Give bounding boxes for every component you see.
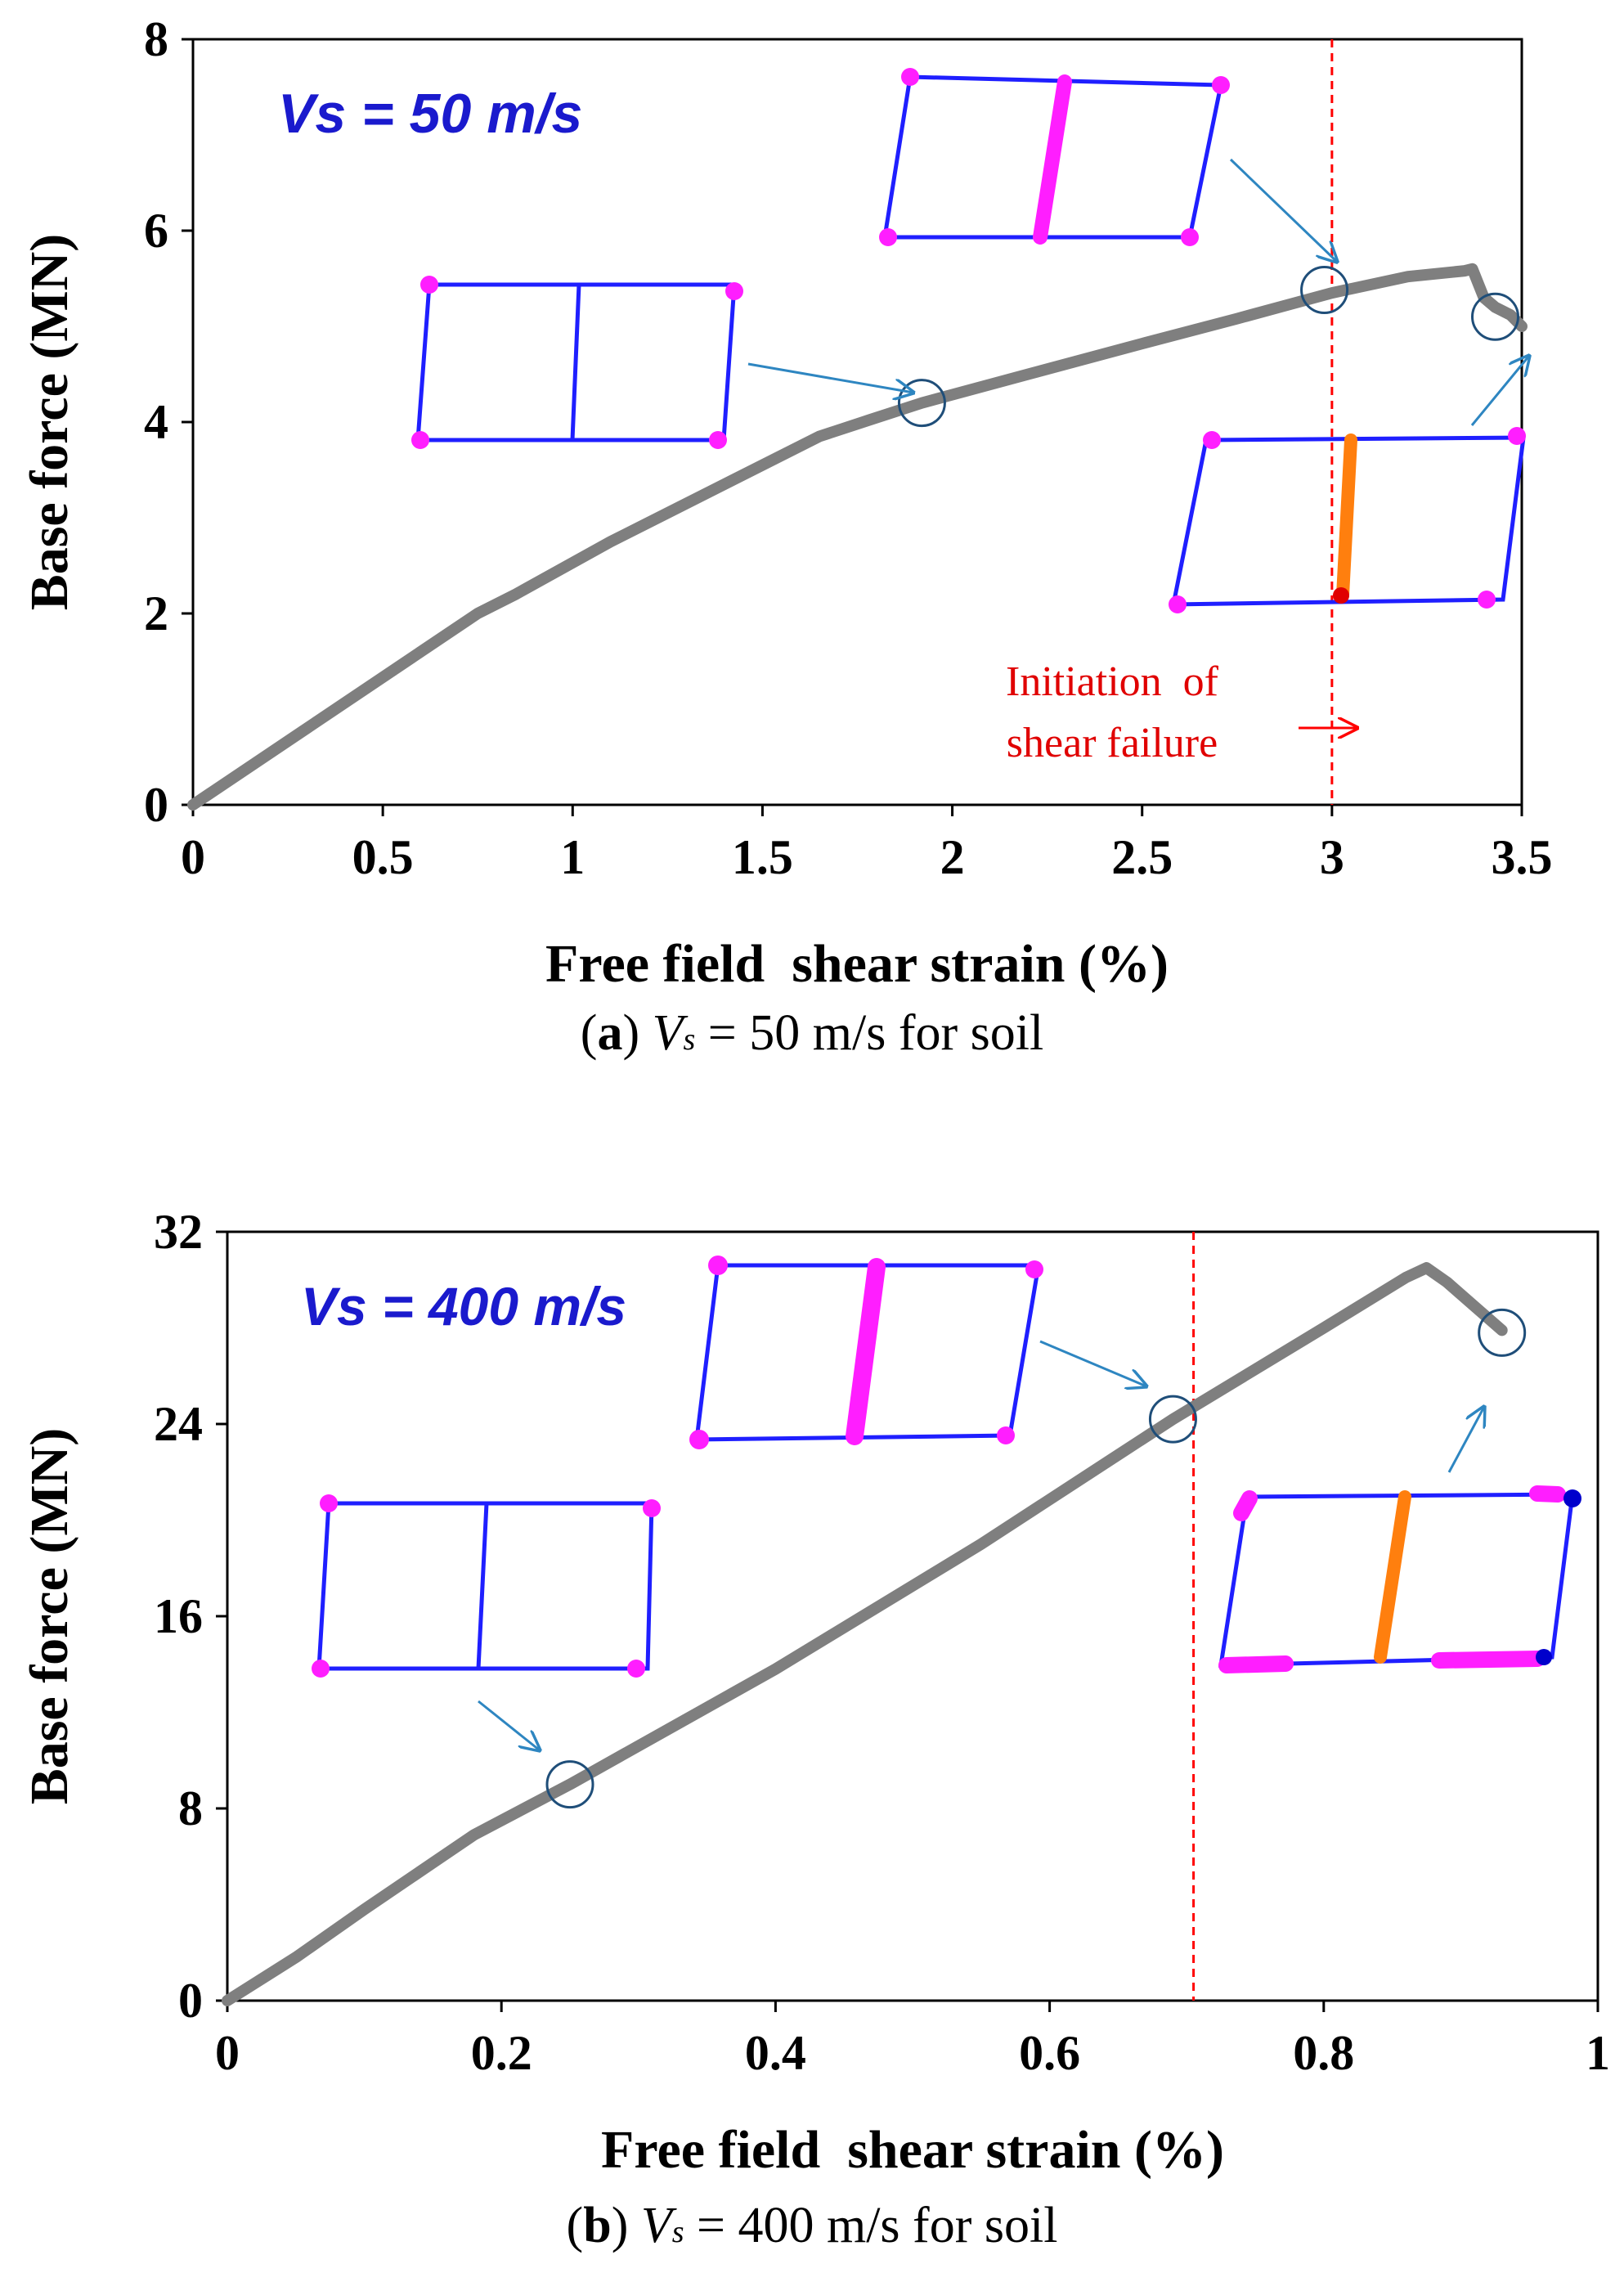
arrow-failure-b bbox=[1039, 1340, 1146, 1386]
caption-a-sub: s bbox=[683, 1022, 696, 1057]
frame-inset-failure-a bbox=[879, 68, 1230, 246]
x-tick-label: 0.4 bbox=[745, 2026, 806, 2080]
plot-area-b bbox=[226, 1230, 1599, 2002]
x-tick-label: 0 bbox=[181, 830, 205, 884]
y-tick-label: 8 bbox=[178, 1781, 203, 1835]
x-tick-label: 1 bbox=[560, 830, 585, 884]
y-tick-label: 24 bbox=[154, 1397, 203, 1451]
x-tick-label: 1 bbox=[1586, 2026, 1610, 2080]
caption-a-text: = 50 m/s for soil bbox=[695, 1005, 1044, 1061]
y-tick-label: 32 bbox=[154, 1205, 203, 1259]
y-ticks-b: 0 8 16 24 32 bbox=[154, 1205, 227, 2028]
frame-inset-failure-b bbox=[689, 1256, 1043, 1449]
caption-b-text: = 400 m/s for soil bbox=[684, 2198, 1058, 2253]
x-tick-label: 0.6 bbox=[1019, 2026, 1080, 2080]
arrow-postpeak-b bbox=[1447, 1407, 1484, 1473]
y-tick-label: 0 bbox=[178, 1974, 203, 2028]
marker-post-peak bbox=[1478, 1308, 1527, 1357]
arrow-postpeak-a bbox=[1470, 356, 1529, 426]
caption-a-label: a bbox=[597, 1005, 623, 1061]
y-tick-label: 2 bbox=[144, 586, 168, 640]
x-tick-label: 0.8 bbox=[1293, 2026, 1354, 2080]
vs-label-b: Vs = 400 m/s bbox=[301, 1276, 626, 1336]
frame-inset-postpeak-a bbox=[1169, 427, 1526, 613]
failure-text-line2: shear failure bbox=[1007, 720, 1218, 766]
caption-b-var: V bbox=[640, 2198, 672, 2253]
x-tick-label: 3 bbox=[1320, 830, 1344, 884]
x-tick-label: 1.5 bbox=[732, 830, 793, 884]
caption-b-label: b bbox=[583, 2198, 612, 2253]
x-tick-label: 0.5 bbox=[352, 830, 414, 884]
y-tick-label: 16 bbox=[154, 1589, 203, 1643]
x-axis-label-b: Free field shear strain (%) bbox=[601, 2120, 1224, 2180]
x-ticks-a: 0 0.5 1 1.5 2 2.5 3 3.5 bbox=[181, 805, 1553, 884]
panel-a: 0 2 4 6 8 0 0.5 1 1.5 2 2.5 3 3.5 Base force (MN) F… bbox=[20, 12, 1553, 994]
marker-shear-failure-initiation bbox=[1300, 266, 1349, 315]
x-tick-label: 3.5 bbox=[1492, 830, 1553, 884]
y-axis-label-b: Base force (MN) bbox=[20, 1428, 79, 1805]
y-ticks-a: 0 2 4 6 8 bbox=[144, 12, 193, 832]
marker-shear-failure-initiation bbox=[1148, 1395, 1197, 1444]
x-tick-label: 0.2 bbox=[471, 2026, 532, 2080]
arrow-elastic-a bbox=[747, 362, 913, 393]
vs-label-a: Vs = 50 m/s bbox=[278, 83, 582, 145]
x-ticks-b: 0 0.2 0.4 0.6 0.8 1 bbox=[215, 2001, 1610, 2080]
arrow-failure-a bbox=[1229, 158, 1337, 262]
frame-inset-elastic-b bbox=[312, 1494, 661, 1678]
y-tick-label: 0 bbox=[144, 778, 168, 832]
frame-inset-elastic-a bbox=[411, 276, 743, 449]
y-tick-label: 8 bbox=[144, 12, 168, 66]
caption-b-sub: s bbox=[671, 2215, 684, 2249]
marker-elastic-stage bbox=[545, 1760, 594, 1809]
marker-post-peak bbox=[1471, 292, 1519, 341]
x-tick-label: 2 bbox=[940, 830, 965, 884]
caption-a: (a) Vs = 50 m/s for soil bbox=[580, 1005, 1044, 1061]
markers-b bbox=[545, 1308, 1527, 1809]
x-axis-label-a: Free field shear strain (%) bbox=[545, 934, 1169, 994]
failure-text-line1: Initiation of bbox=[1006, 658, 1219, 705]
marker-elastic-stage bbox=[897, 379, 946, 428]
y-tick-label: 6 bbox=[144, 204, 168, 258]
caption-a-var: V bbox=[652, 1005, 684, 1061]
frame-inset-postpeak-b bbox=[1218, 1485, 1581, 1673]
data-line-b bbox=[222, 1262, 1508, 2006]
y-axis-label-a: Base force (MN) bbox=[20, 234, 79, 611]
markers-a bbox=[897, 266, 1519, 428]
arrow-elastic-b bbox=[478, 1700, 540, 1750]
x-tick-label: 2.5 bbox=[1111, 830, 1173, 884]
y-tick-label: 4 bbox=[144, 395, 168, 449]
caption-b: (b) Vs = 400 m/s for soil bbox=[566, 2198, 1058, 2253]
x-tick-label: 0 bbox=[215, 2026, 240, 2080]
